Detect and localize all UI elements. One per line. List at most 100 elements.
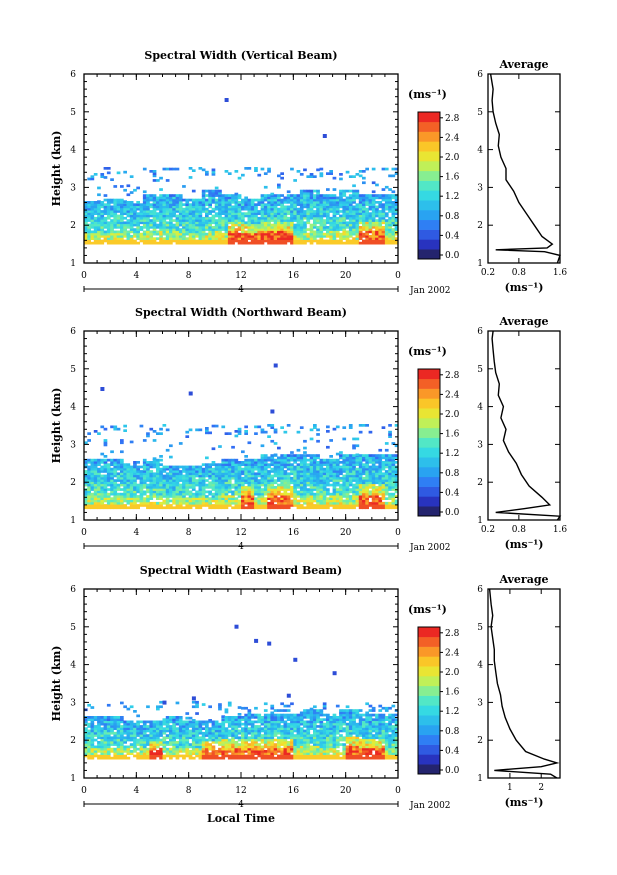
heatmap-cell	[286, 216, 291, 220]
heatmap-cell	[211, 191, 216, 195]
heatmap-cell	[221, 239, 226, 243]
heatmap-cell	[299, 488, 304, 491]
heatmap-cell	[136, 219, 140, 222]
heatmap-cell	[103, 461, 108, 464]
heatmap-cell	[191, 472, 196, 476]
heatmap-cell	[286, 458, 291, 462]
heatmap-cell	[283, 481, 288, 485]
heatmap-cell	[139, 745, 144, 749]
heatmap-cell	[188, 239, 193, 243]
heatmap-cell	[283, 210, 288, 213]
heatmap-cell	[142, 474, 147, 478]
heatmap-cell	[142, 201, 147, 204]
heatmap-cell	[299, 497, 304, 500]
heatmap-cell	[185, 219, 190, 222]
heatmap-cell	[175, 488, 180, 491]
heatmap-cell	[257, 203, 262, 206]
heatmap-cell	[123, 210, 127, 213]
heatmap-cell	[218, 221, 222, 225]
heatmap-cell	[290, 241, 294, 245]
heatmap-cell	[165, 226, 170, 229]
heatmap-cell	[293, 216, 297, 220]
heatmap-cell	[120, 492, 124, 496]
heatmap-cell	[113, 506, 118, 510]
heatmap-cell	[326, 235, 330, 238]
heatmap-cell	[391, 463, 396, 466]
heatmap-cell	[322, 504, 327, 507]
heatmap-cell	[280, 506, 284, 510]
heatmap-cell	[355, 226, 360, 229]
heatmap-cell	[299, 230, 304, 234]
heatmap-cell	[371, 198, 376, 202]
heatmap-cell	[365, 463, 369, 466]
heatmap-cell	[93, 203, 98, 206]
heatmap-cell	[342, 201, 347, 204]
heatmap-cell	[136, 461, 140, 464]
heatmap-cell	[165, 223, 170, 227]
heatmap-cell	[165, 212, 170, 215]
heatmap-cell	[283, 214, 288, 218]
heatmap-cell	[191, 226, 196, 229]
heatmap-cell	[146, 474, 150, 478]
heatmap-cell	[110, 207, 114, 211]
heatmap-cell	[93, 458, 98, 462]
panel-title: Spectral Width (Eastward Beam)	[140, 564, 342, 577]
heatmap-cell	[172, 239, 176, 243]
heatmap-cell	[375, 461, 379, 464]
heatmap-cell	[270, 454, 275, 457]
heatmap-cell	[172, 201, 176, 204]
heatmap-cell	[146, 463, 150, 466]
heatmap-cell	[299, 201, 304, 204]
heatmap-cell	[283, 488, 288, 491]
heatmap-cell	[313, 456, 317, 460]
heatmap-cell	[260, 228, 265, 231]
heatmap-cell	[201, 201, 206, 204]
heatmap-cell	[116, 752, 121, 755]
heatmap-cell	[110, 467, 114, 471]
heatmap-cell	[254, 472, 258, 476]
heatmap-cell	[188, 230, 193, 234]
heatmap-cell	[303, 203, 307, 206]
heatmap-cell	[103, 198, 108, 202]
heatmap-cell	[175, 237, 180, 240]
heatmap-cell	[335, 472, 340, 476]
heatmap-cell	[169, 718, 173, 721]
average-y-tick-label: 2	[477, 478, 483, 488]
colorbar-segment	[418, 161, 440, 172]
heatmap-cell	[306, 497, 311, 500]
heatmap-cell	[191, 467, 196, 471]
heatmap-cell	[126, 747, 131, 751]
heatmap-cell	[97, 495, 101, 498]
heatmap-cell	[286, 488, 291, 491]
heatmap-cell	[391, 196, 396, 200]
heatmap-cell	[106, 239, 111, 243]
heatmap-cell	[142, 214, 147, 218]
heatmap-cell	[358, 232, 363, 236]
heatmap-cell	[270, 481, 275, 485]
heatmap-cell	[214, 476, 219, 480]
heatmap-cell	[205, 194, 209, 197]
heatmap-cell	[221, 201, 226, 204]
heatmap-cell	[126, 745, 131, 749]
heatmap-cell	[381, 488, 386, 491]
heatmap-cell	[260, 201, 265, 204]
heatmap-cell	[381, 465, 386, 469]
heatmap-cell	[267, 198, 271, 202]
heatmap-cell	[93, 497, 98, 500]
heatmap-cell	[178, 198, 183, 202]
heatmap-cell	[254, 214, 258, 218]
heatmap-cell	[205, 479, 209, 482]
heatmap-cell	[84, 499, 88, 503]
heatmap-cell	[87, 458, 91, 462]
heatmap-cell	[319, 203, 324, 206]
heatmap-cell	[129, 492, 134, 496]
heatmap-cell	[103, 492, 108, 496]
heatmap-cell	[375, 223, 379, 227]
heatmap-cell	[371, 470, 376, 473]
heatmap-cell	[142, 472, 147, 476]
heatmap-cell	[139, 481, 144, 485]
heatmap-cell	[172, 207, 176, 211]
heatmap-cell	[358, 214, 363, 218]
heatmap-cell	[211, 486, 216, 489]
heatmap-cell	[368, 492, 373, 496]
